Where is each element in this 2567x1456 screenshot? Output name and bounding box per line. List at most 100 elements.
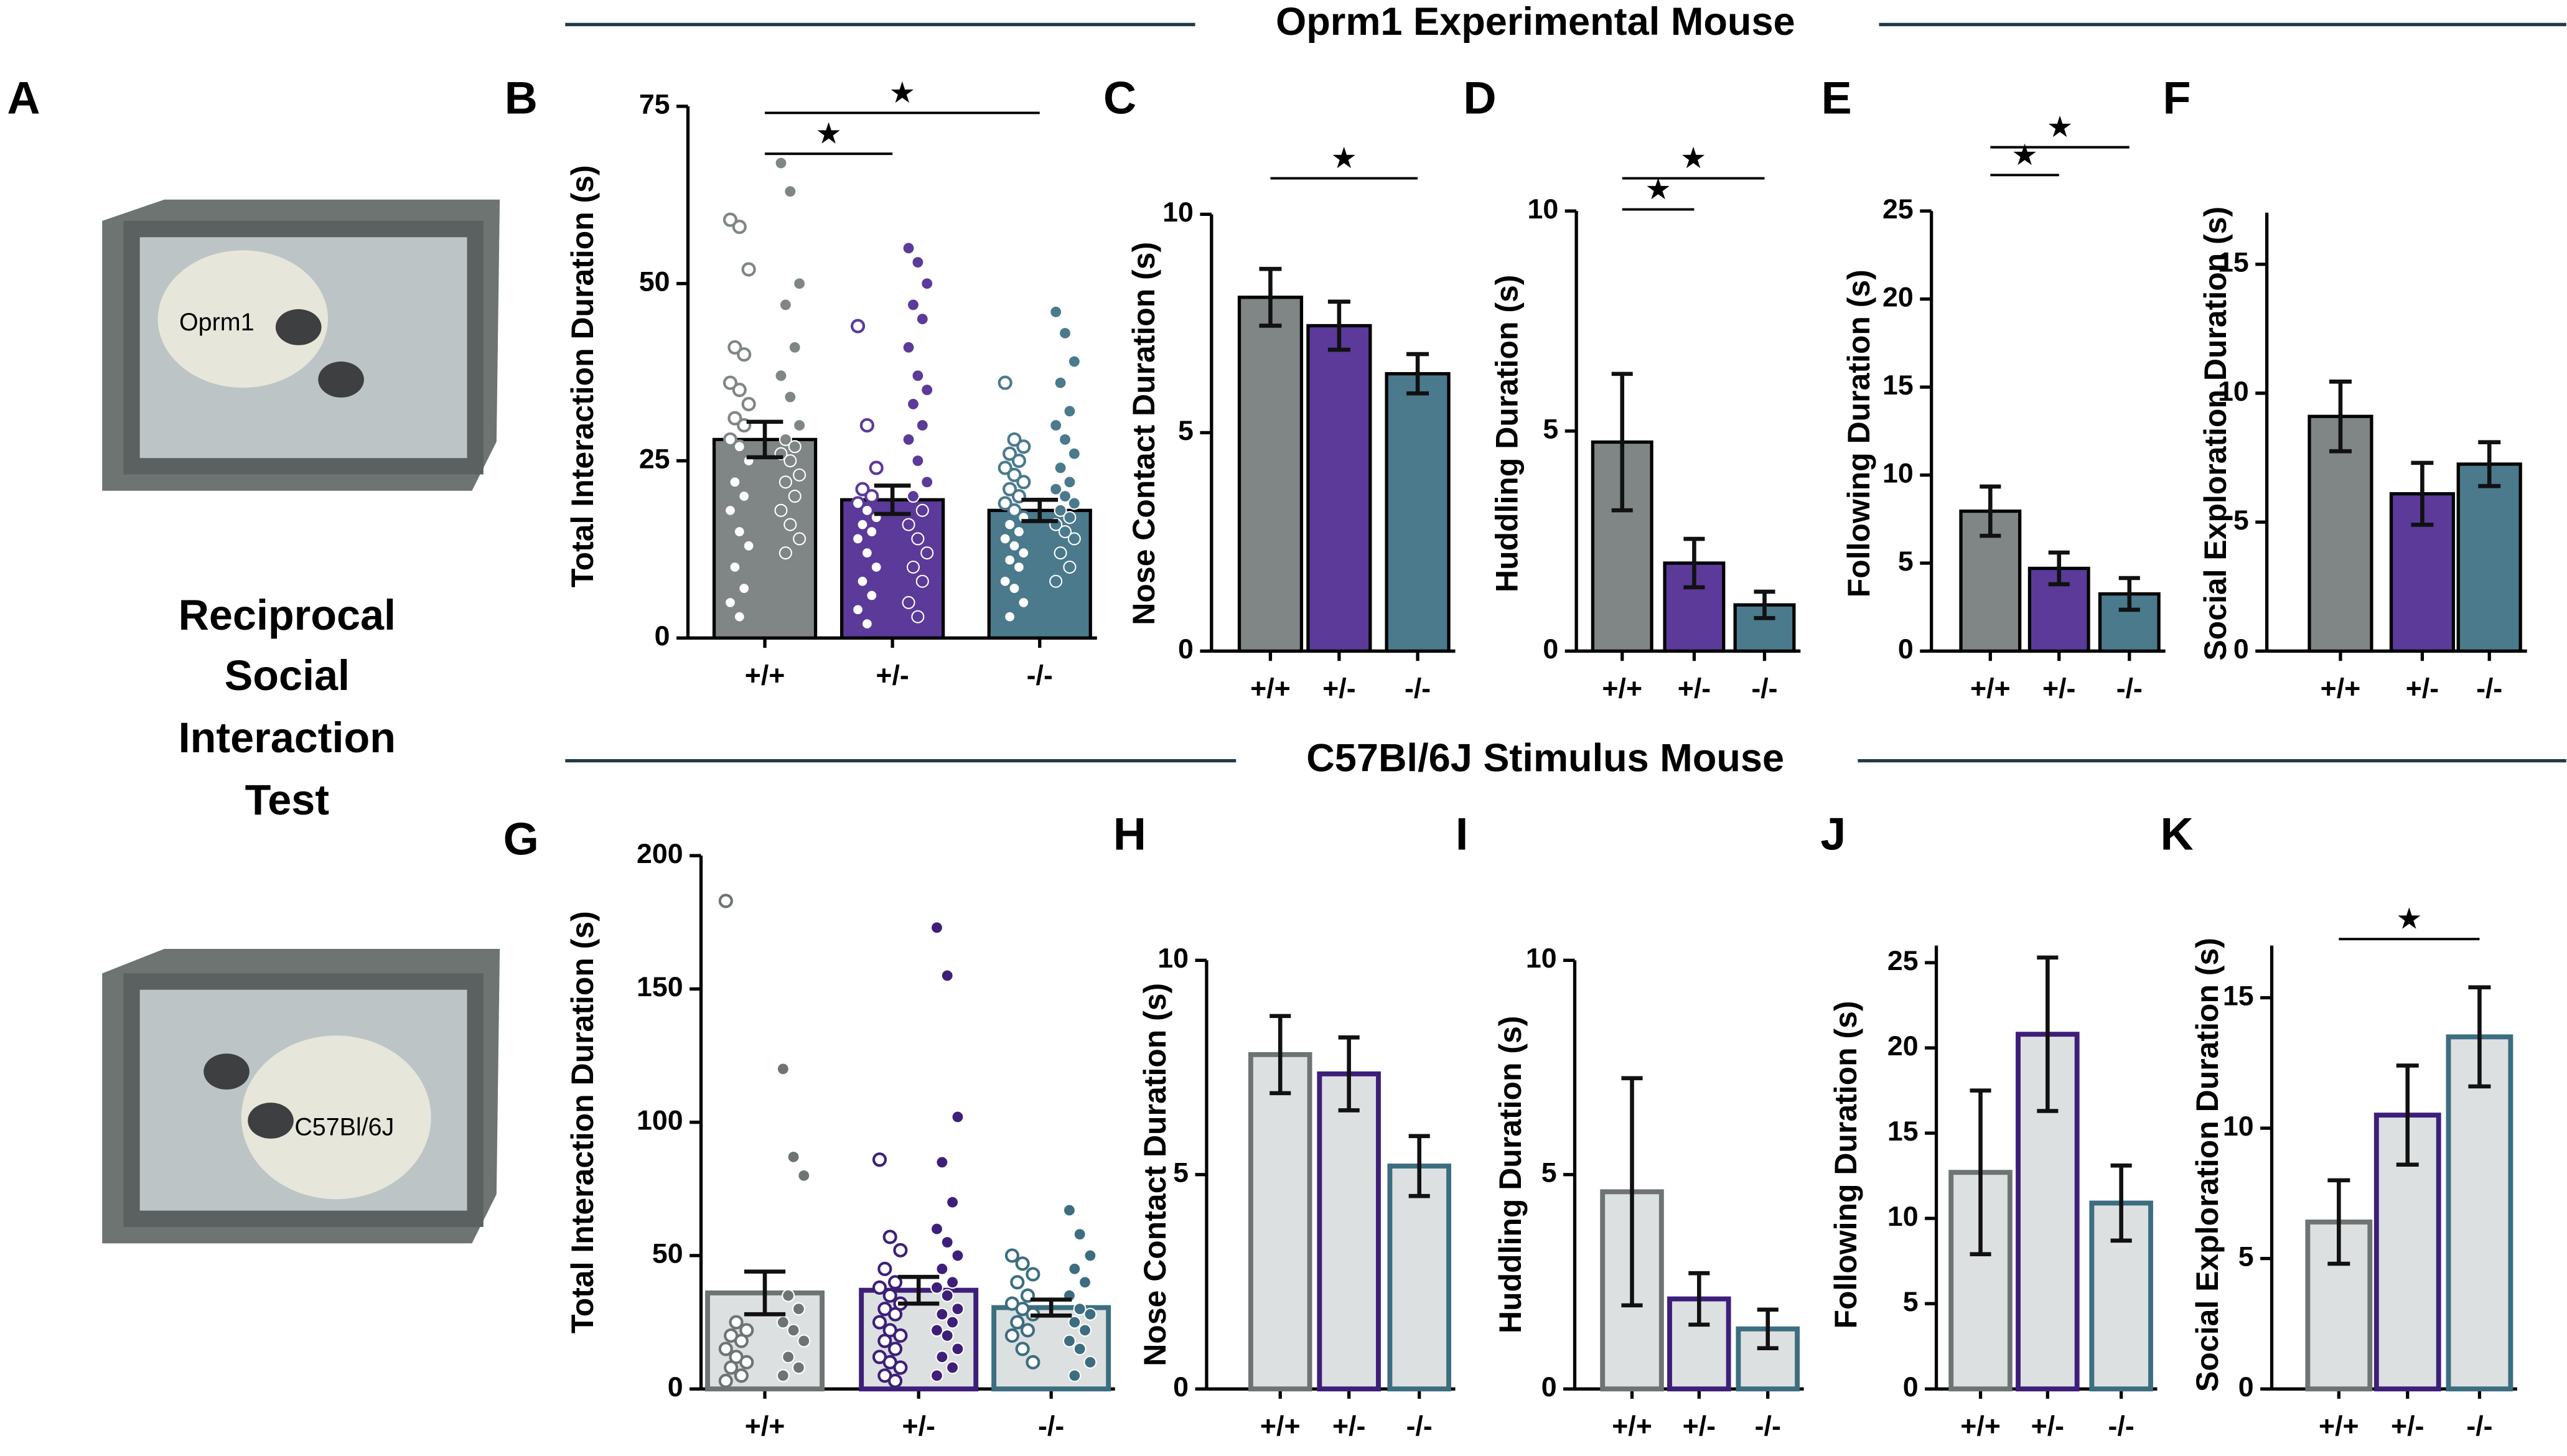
point-filled: [940, 1235, 954, 1249]
x-tick-label: -/-: [2108, 1411, 2134, 1442]
point-open: [1003, 553, 1017, 567]
error-bar: [1688, 1271, 1710, 1327]
point-filled: [779, 546, 792, 560]
point-filled: [776, 1369, 790, 1383]
point-open: [1004, 1248, 1019, 1263]
error-bar: [2048, 550, 2070, 587]
x-tick-label: +/-: [902, 1411, 935, 1442]
error-bar: [1406, 352, 1429, 396]
x-tick-label: -/-: [1751, 673, 1777, 704]
point-open: [732, 524, 747, 539]
point-filled: [782, 1289, 795, 1302]
y-tick-label: 0: [1541, 1372, 1557, 1402]
point-open: [718, 894, 733, 908]
point-filled: [1068, 1369, 1082, 1383]
point-open: [724, 1360, 739, 1375]
x-tick-label: +/-: [876, 660, 909, 691]
point-filled: [1067, 355, 1081, 368]
point-filled: [906, 560, 920, 574]
error-bar: [746, 419, 783, 460]
point-filled: [1049, 419, 1063, 432]
point-filled: [1058, 432, 1072, 446]
point-open: [893, 1328, 908, 1343]
y-tick-label: 0: [655, 621, 670, 651]
point-filled: [788, 490, 802, 503]
panel-label: A: [7, 72, 40, 123]
panel-label: J: [1820, 808, 1846, 860]
point-filled: [776, 1062, 790, 1076]
point-open: [1007, 581, 1022, 596]
point-open: [882, 1230, 897, 1244]
x-tick-label: +/+: [1960, 1411, 2001, 1442]
bar: [2456, 462, 2522, 653]
point-filled: [906, 298, 920, 312]
point-open: [998, 574, 1012, 589]
point-open: [1003, 517, 1017, 532]
y-tick-label: 10: [1527, 194, 1558, 225]
point-filled: [1049, 574, 1063, 588]
point-open: [727, 475, 742, 490]
point-open: [727, 411, 742, 426]
point-open: [734, 1333, 749, 1348]
point-filled: [902, 432, 915, 446]
point-filled: [793, 468, 807, 482]
point-open: [1010, 1275, 1025, 1290]
point-filled: [911, 532, 925, 546]
point-filled: [1073, 1228, 1087, 1241]
point-filled: [911, 256, 925, 269]
point-filled: [930, 1281, 943, 1294]
y-tick-label: 0: [2233, 634, 2249, 665]
error-bar: [1754, 589, 1775, 620]
error-bar: [1259, 266, 1282, 328]
y-tick-label: 10: [1882, 458, 1914, 488]
point-filled: [788, 340, 802, 354]
point-open: [872, 1315, 887, 1330]
point-filled: [1054, 376, 1067, 390]
point-filled: [783, 454, 797, 468]
point-open: [887, 1275, 903, 1290]
point-filled: [946, 1195, 960, 1209]
point-filled: [1054, 546, 1067, 560]
x-tick-label: -/-: [1027, 660, 1053, 691]
point-open: [998, 375, 1012, 390]
point-open: [859, 503, 874, 518]
error-bar: [1338, 1035, 1360, 1113]
point-filled: [940, 1289, 954, 1302]
point-open: [855, 482, 870, 497]
error-bar: [1327, 299, 1350, 352]
point-filled: [1078, 1276, 1092, 1289]
y-tick-label: 200: [637, 839, 683, 869]
point-filled: [935, 1155, 949, 1169]
point-filled: [792, 1361, 805, 1374]
point-filled: [783, 390, 797, 404]
point-filled: [1073, 1302, 1087, 1316]
point-open: [1016, 439, 1031, 454]
y-tick-label: 10: [1887, 1202, 1919, 1232]
x-tick-label: +/+: [2319, 1411, 2359, 1442]
significance-star: ★: [2011, 139, 2037, 172]
point-filled: [951, 1110, 965, 1124]
x-tick-label: -/-: [1405, 673, 1431, 704]
y-tick-label: 5: [1173, 1158, 1189, 1188]
y-tick-label: 5: [2233, 505, 2249, 536]
y-tick-label: 15: [1882, 370, 1914, 401]
point-filled: [906, 397, 920, 411]
y-tick-label: 10: [1162, 197, 1194, 228]
point-filled: [951, 1302, 965, 1316]
x-tick-label: +/+: [1612, 1411, 1652, 1442]
point-filled: [779, 298, 792, 312]
point-open: [741, 262, 756, 277]
point-open: [1004, 1328, 1019, 1343]
point-filled: [920, 277, 934, 291]
point-open: [1011, 453, 1026, 469]
y-tick-label: 0: [1898, 634, 1914, 665]
point-filled: [911, 369, 925, 383]
point-filled: [920, 475, 934, 489]
point-filled: [1068, 1262, 1082, 1276]
y-axis-label: Huddling Duration (s): [1490, 275, 1525, 592]
y-tick-label: 25: [1887, 946, 1919, 976]
point-filled: [793, 419, 807, 432]
point-filled: [946, 1361, 960, 1374]
point-open: [850, 602, 866, 617]
